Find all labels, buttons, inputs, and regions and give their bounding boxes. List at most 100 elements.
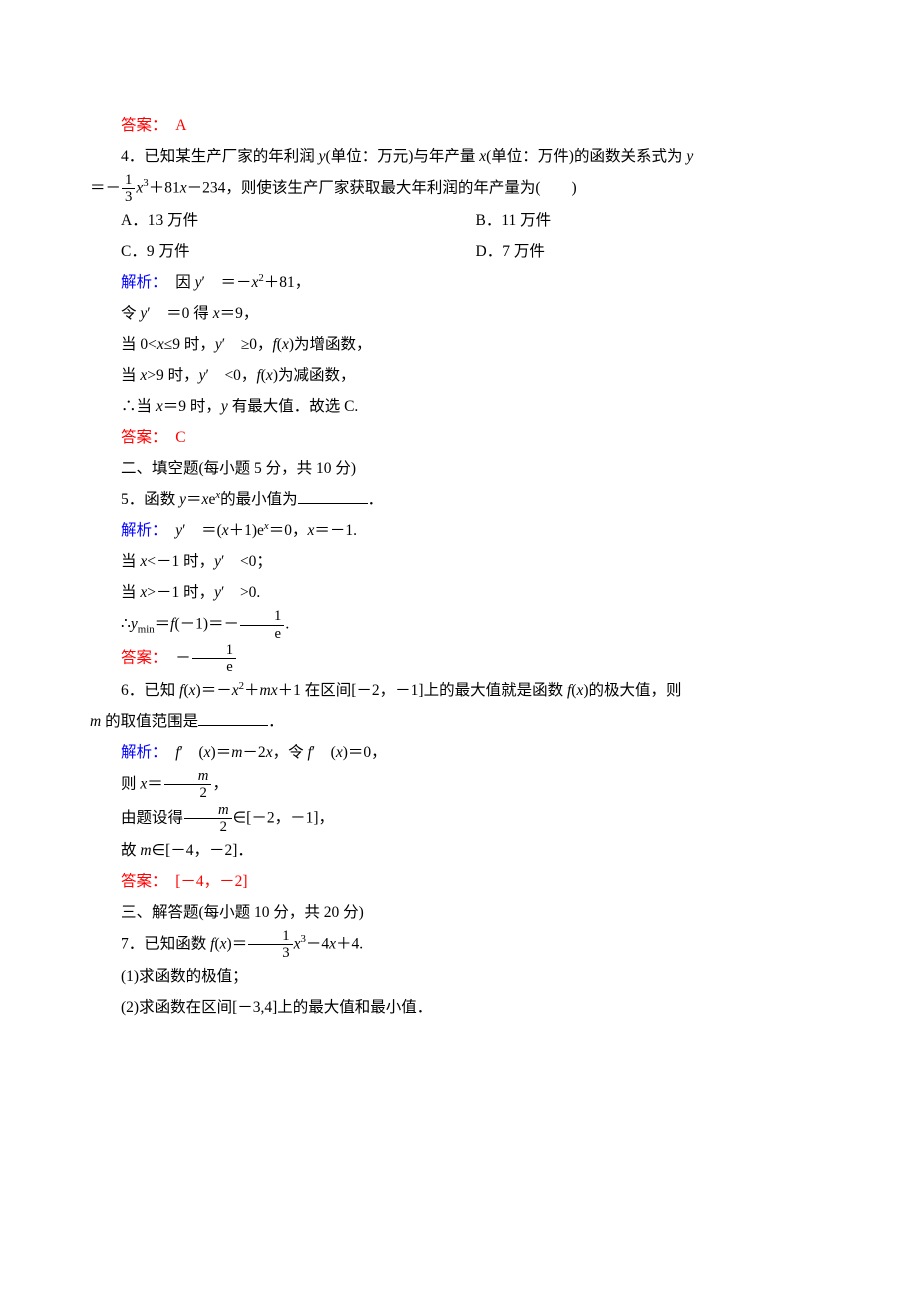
t: ∈[－4，－2]． [152,842,253,859]
t: 有最大值．故选 C. [228,398,358,415]
t: 为增函数， [294,336,372,353]
answer-q3: 答案： A [90,110,830,141]
t: ∴ [121,616,131,633]
t: ＝－1. [314,522,357,539]
var-m: m [260,682,271,699]
var-y: y [195,274,202,291]
q6-analysis-3: 由题设得m2∈[－2，－1]， [90,802,830,835]
t: (－1)＝－ [174,616,239,633]
t: ＝ [186,491,202,508]
q4-optA: A．13 万件 [121,205,476,236]
t: 7．已知函数 [121,935,210,952]
q4-analysis-2: 令 y′ ＝0 得 x＝9， [90,298,830,329]
var-x: x [336,744,343,761]
var-m: m [140,842,151,859]
var-m: m [231,744,242,761]
t: ＋81， [264,274,311,291]
var-x: x [213,305,220,322]
var-x: x [204,744,211,761]
var-y: y [179,491,186,508]
var-x: x [232,682,239,699]
t: ． [268,713,284,730]
q5-analysis-1: 解析： y′ ＝(x＋1)ex＝0，x＝－1. [90,515,830,546]
t: ′ ( [180,744,204,761]
q6-analysis-1: 解析： f′ (x)＝m－2x，令 f′ (x)＝0， [90,737,830,768]
var-f: f [256,367,260,384]
var-f: f [179,682,183,699]
q6-analysis-4: 故 m∈[－4，－2]． [90,835,830,866]
var-y: y [215,336,222,353]
t: )＝0， [343,744,387,761]
var-x: x [266,367,273,384]
t: ＝0， [269,522,308,539]
t: ＋4. [336,935,363,952]
q4-eq-tail: ＋81 [149,179,180,196]
t: 故 [121,842,140,859]
var-y: y [199,367,206,384]
t: )＝ [211,744,232,761]
t: 则 [121,775,140,792]
t: ′ <0； [221,553,272,570]
section-2-heading: 二、填空题(每小题 5 分，共 10 分) [90,453,830,484]
var-y: y [214,553,221,570]
var-y: y [686,148,693,165]
var-x: x [157,336,164,353]
var-x: x [576,682,583,699]
q7-part2: (2)求函数在区间[－3,4]上的最大值和最小值． [90,992,830,1023]
var-y: y [221,398,228,415]
answer-label: 答案： [121,649,160,666]
t: ＝ [232,935,248,952]
t: ∈[－2，－1]， [233,809,334,826]
q7-part1: (1)求函数的极值； [90,961,830,992]
fraction-1-e: 1e [240,608,284,641]
q4-analysis-1: 解析： 因 y′ ＝－x2＋81， [90,267,830,298]
t: 当 [121,553,140,570]
t: ∴当 [121,398,156,415]
t: ′ ( [312,744,336,761]
var-f: f [272,336,276,353]
answer-q4: 答案： C [90,422,830,453]
page-container: 答案： A 4．已知某生产厂家的年利润 y(单位：万元)与年产量 x(单位：万件… [0,0,920,1302]
q4-optB: B．11 万件 [476,205,831,236]
q7-stem: 7．已知函数 f(x)＝13x3－4x＋4. [90,928,830,961]
t: 5．函数 [121,491,179,508]
t: ′ ＝0 得 [147,305,212,322]
fraction-1-3: 13 [248,928,292,961]
sub-min: min [138,624,155,636]
var-x: x [189,682,196,699]
q4-optC: C．9 万件 [121,236,476,267]
var-y: y [131,616,138,633]
analysis-label: 解析： [121,744,160,761]
q4-analysis-5: ∴当 x＝9 时，y 有最大值．故选 C. [90,391,830,422]
t: ＝9， [220,305,259,322]
var-y: y [214,584,221,601]
fraction-1-3: 13 [122,172,135,205]
q4-analysis-4: 当 x>9 时，y′ <0，f(x)为减函数， [90,360,830,391]
var-f: f [210,935,214,952]
analysis-label: 解析： [121,522,160,539]
var-y: y [319,148,326,165]
q4-optD: D．7 万件 [476,236,831,267]
t: ＝ [147,775,163,792]
q4-stem-line2: ＝－13x3＋81x－234，则使该生产厂家获取最大年利润的年产量为( ) [90,172,830,205]
t: ＋1 在区间[－2，－1]上的最大值就是函数 [278,682,567,699]
t: ＋ [244,682,260,699]
t: 的取值范围是 [101,713,198,730]
t: ，令 [273,744,308,761]
fraction-m-2: m2 [184,802,232,835]
t: 6．已知 [121,682,179,699]
t: 令 [121,305,140,322]
t: 的极大值，则 [589,682,682,699]
t: 由题设得 [121,809,183,826]
q6-stem-line1: 6．已知 f(x)＝－x2＋mx＋1 在区间[－2，－1]上的最大值就是函数 f… [90,675,830,706]
q4-text-3: (单位：万件)的函数关系式为 [486,148,686,165]
t: 为减函数， [278,367,356,384]
var-x: x [222,522,229,539]
analysis-label: 解析： [121,274,160,291]
var-f: f [567,682,571,699]
q4-eq-lead: ＝－ [90,179,121,196]
t: 的最小值为 [220,491,298,508]
section-3-heading: 三、解答题(每小题 10 分，共 20 分) [90,897,830,928]
answer-q5: 答案： －1e [90,642,830,675]
var-x: x [220,935,227,952]
